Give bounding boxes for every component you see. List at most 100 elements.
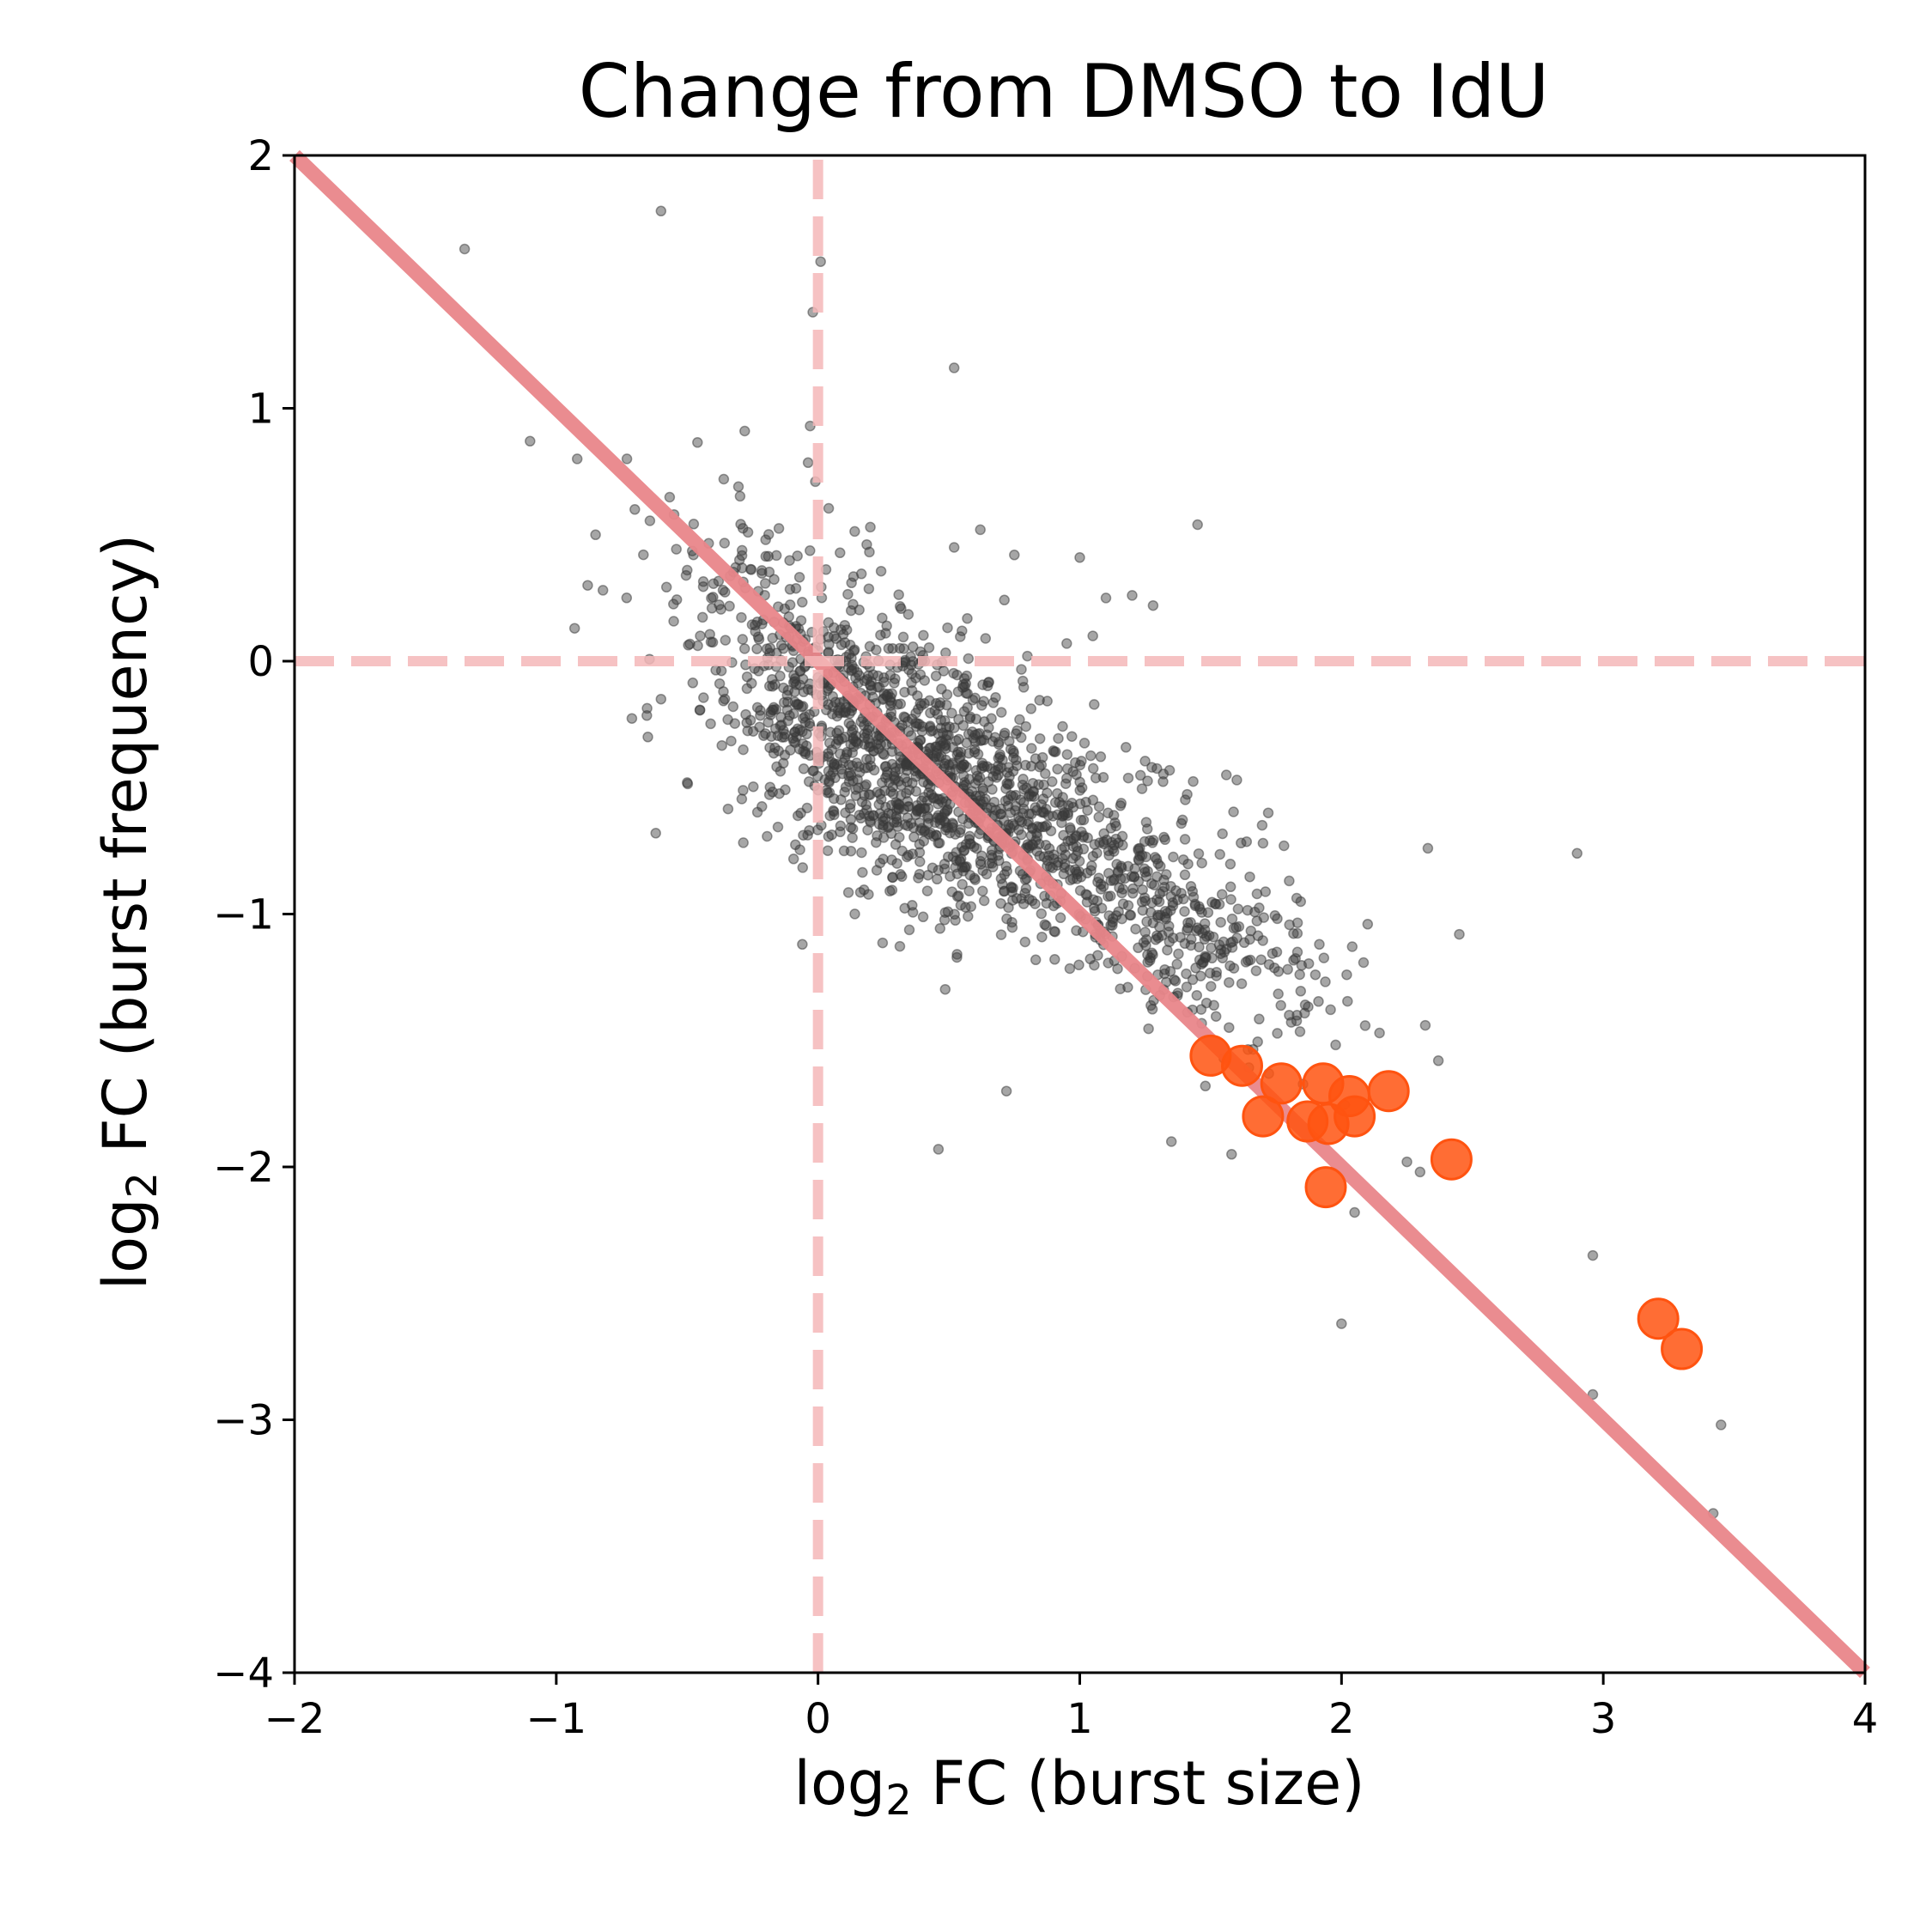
data-point	[981, 868, 993, 880]
data-point	[1064, 963, 1076, 975]
data-point	[1318, 952, 1330, 963]
data-point	[918, 629, 929, 641]
data-point	[1006, 916, 1018, 928]
data-point	[848, 644, 860, 655]
data-point	[1158, 831, 1170, 843]
data-point	[823, 647, 835, 658]
data-point	[740, 708, 751, 720]
data-point	[1075, 814, 1087, 826]
data-point	[1157, 776, 1169, 787]
data-point	[903, 924, 915, 936]
data-point	[994, 751, 1005, 762]
data-point	[1202, 907, 1214, 918]
data-point	[914, 856, 926, 867]
data-point	[1284, 919, 1295, 931]
data-point	[1036, 931, 1048, 943]
data-point	[894, 601, 906, 612]
data-point	[845, 799, 856, 810]
data-point	[698, 692, 709, 703]
data-point	[923, 641, 935, 653]
data-point	[1048, 926, 1060, 937]
y-axis-ticks: −4 −3 −2 −1 0 1 2	[213, 132, 295, 1698]
data-point	[655, 693, 667, 705]
data-point	[1236, 837, 1247, 849]
data-point	[1062, 807, 1074, 818]
data-point	[775, 640, 787, 651]
data-point	[829, 758, 840, 769]
data-point	[525, 435, 536, 447]
data-point	[1058, 829, 1069, 841]
data-point	[914, 847, 926, 858]
data-point	[742, 725, 753, 737]
data-point	[739, 425, 750, 437]
data-point	[1145, 878, 1157, 890]
data-point	[762, 550, 775, 562]
data-point	[660, 581, 672, 593]
data-point	[1142, 775, 1153, 787]
data-point	[787, 657, 799, 668]
highlight-point	[1661, 1327, 1704, 1370]
data-point	[970, 765, 982, 776]
data-point	[775, 720, 787, 731]
data-point	[977, 679, 988, 690]
data-point	[697, 580, 709, 592]
data-point	[1058, 868, 1070, 880]
data-point	[871, 731, 883, 742]
data-point	[963, 653, 975, 665]
data-point	[1199, 918, 1211, 929]
data-point	[930, 670, 942, 682]
data-point	[1073, 959, 1084, 971]
data-point	[958, 706, 970, 717]
data-point	[1145, 952, 1157, 963]
data-point	[1147, 917, 1159, 929]
data-point	[914, 868, 926, 880]
data-point	[1225, 894, 1236, 905]
y-axis-label-prefix: log	[90, 1198, 161, 1290]
data-point	[847, 832, 858, 843]
data-point	[859, 781, 871, 792]
data-point	[736, 611, 747, 623]
data-point	[734, 490, 746, 502]
data-point	[865, 521, 876, 533]
data-point	[939, 859, 951, 870]
data-point	[841, 624, 853, 635]
data-point	[641, 702, 653, 714]
data-point	[951, 951, 963, 963]
data-point	[1057, 720, 1068, 732]
data-point	[1244, 933, 1255, 945]
data-point	[1047, 776, 1058, 787]
data-point	[781, 704, 793, 716]
data-point	[815, 256, 826, 267]
data-point	[1158, 968, 1170, 980]
x-tick-label: 4	[1852, 1695, 1879, 1743]
data-point	[793, 572, 805, 583]
y-tick-label: −4	[213, 1649, 274, 1698]
data-point	[955, 762, 967, 775]
data-point	[1095, 751, 1107, 762]
data-point	[1151, 871, 1163, 883]
data-point	[708, 578, 720, 589]
data-point	[1313, 996, 1324, 1007]
data-point	[1082, 805, 1093, 816]
data-point	[895, 698, 907, 709]
data-point	[1056, 844, 1067, 855]
data-point	[1018, 682, 1030, 693]
highlight-point	[1367, 1070, 1410, 1113]
data-point	[1191, 925, 1202, 937]
data-point	[751, 616, 763, 628]
data-point	[792, 723, 804, 735]
data-point	[1103, 807, 1114, 819]
y-tick-label: 2	[247, 132, 274, 180]
data-point	[1224, 881, 1236, 893]
data-point	[726, 735, 737, 747]
highlight-point	[1334, 1095, 1376, 1138]
data-point	[958, 844, 970, 856]
data-point	[995, 707, 1007, 718]
data-point	[927, 793, 939, 804]
data-point	[1145, 999, 1157, 1012]
data-point	[935, 722, 946, 734]
data-point	[1217, 828, 1228, 840]
data-point	[1173, 948, 1184, 960]
data-point	[1037, 793, 1049, 805]
data-point	[975, 859, 987, 870]
